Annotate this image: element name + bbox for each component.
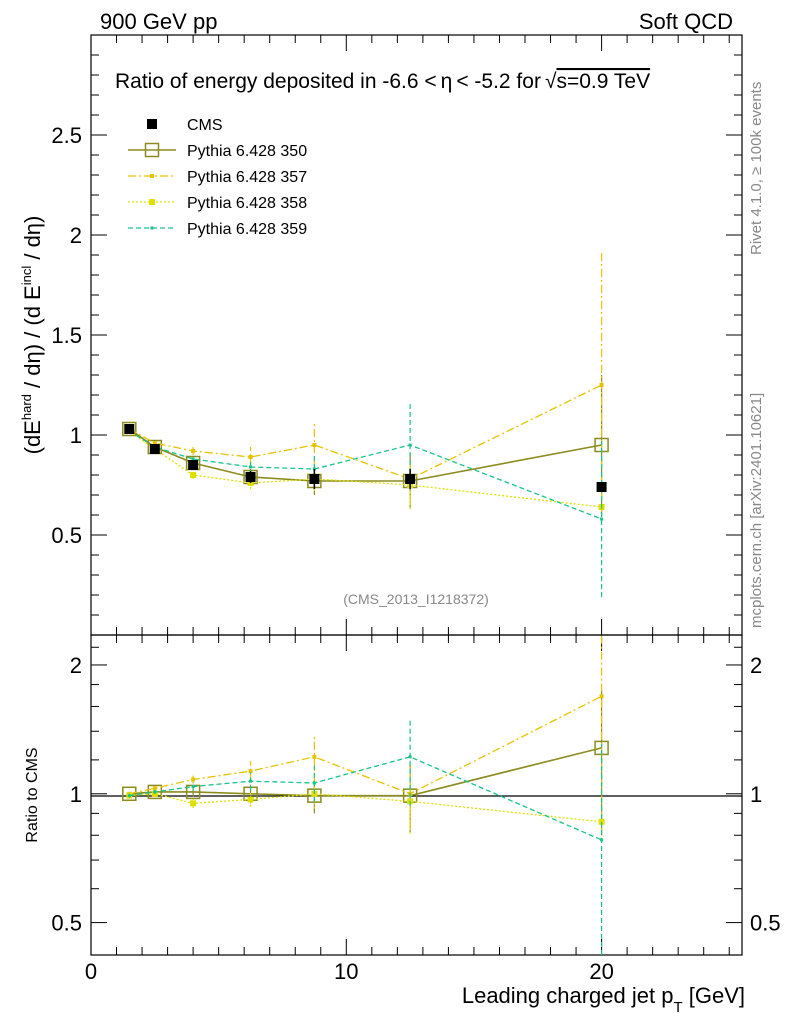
ratio-point [152, 786, 157, 791]
plot-title: Ratio of energy deposited in -6.6 < η < -5… [115, 70, 650, 93]
main-y-axis-label: (dEhard / dη) / (d Eincl / dη) [19, 216, 45, 455]
x-tick-label: 10 [334, 959, 358, 984]
ratio-y-tick-label-left: 0.5 [51, 911, 82, 936]
legend-marker [147, 119, 157, 129]
series-point [191, 457, 195, 461]
ratio-point [153, 790, 157, 794]
ratio-point [191, 777, 196, 782]
legend-marker [150, 174, 154, 178]
series-point [190, 472, 197, 478]
x-axis-label: Leading charged jet pT [GeV] [462, 983, 745, 1016]
legend-label: Pythia 6.428 357 [187, 169, 307, 186]
ratio-point [312, 781, 316, 785]
ratio-point [147, 784, 163, 800]
header-right: Soft QCD [639, 9, 733, 34]
series-line-0 [128, 428, 602, 482]
main-y-tick-label: 2 [70, 223, 82, 248]
series-point [248, 455, 253, 459]
legend-marker [150, 226, 154, 230]
legend-marker [144, 142, 160, 158]
main-y-tick-label: 1.5 [51, 323, 82, 348]
ratio-y-tick-label-right: 1 [750, 782, 762, 807]
ratio-y-axis-label: Ratio to CMS [24, 747, 41, 842]
series-point [122, 421, 137, 437]
x-tick-label: 20 [589, 959, 613, 984]
series-point [249, 465, 253, 469]
data-point [596, 482, 607, 492]
ratio-point [122, 786, 137, 802]
data-point [124, 424, 135, 434]
axis-tick-labels: 0 10 20 0.5 1 1.5 2 2.5 0.5 0.5 1 1 2 2 [51, 123, 780, 984]
ratio-point [247, 796, 254, 803]
main-series-group [122, 253, 609, 597]
ratio-point [600, 838, 604, 842]
series-line-3 [128, 430, 602, 520]
ratio-y-tick-label-right: 0.5 [750, 911, 781, 936]
series-point [152, 441, 157, 445]
header-left: 900 GeV pp [100, 9, 217, 34]
ratio-plot-frame [90, 634, 743, 956]
ratio-point [190, 800, 197, 807]
axis-ticks [90, 34, 742, 955]
ratio-point [408, 755, 412, 759]
data-point [245, 472, 256, 482]
legend-label: Pythia 6.428 359 [187, 221, 307, 238]
legend-label: Pythia 6.428 358 [187, 195, 307, 212]
ratio-point [312, 754, 317, 759]
ratio-point [599, 694, 604, 699]
main-y-tick-label: 2.5 [51, 123, 82, 148]
ratio-y-tick-label-left: 1 [70, 782, 82, 807]
main-y-tick-label: 1 [70, 423, 82, 448]
data-point [309, 474, 320, 484]
series-point [312, 443, 317, 447]
rivet-label: Rivet 4.1.0, ≥ 100k events [748, 82, 765, 255]
ratio-point [598, 818, 605, 825]
mcplots-label: mcplots.cern.ch [arXiv:2401.10621] [748, 393, 765, 628]
series-point [599, 383, 604, 387]
ratio-point [127, 794, 131, 798]
series-point [408, 443, 412, 447]
series-point [600, 517, 604, 521]
analysis-watermark: (CMS_2013_I1218372) [343, 591, 489, 607]
legend: CMS Pythia 6.428 350 Pythia 6.428 357 Pythi… [128, 117, 307, 238]
series-point [191, 449, 196, 453]
ratio-point [249, 779, 253, 783]
ratio-line-1 [129, 695, 602, 795]
ratio-point [248, 769, 253, 774]
main-y-tick-label: 0.5 [51, 523, 82, 548]
data-point [188, 460, 199, 470]
data-point [149, 444, 160, 454]
legend-marker [149, 199, 155, 205]
legend-label: CMS [187, 117, 223, 134]
x-tick-label: 0 [85, 959, 97, 984]
legend-label: Pythia 6.428 350 [187, 143, 307, 160]
ratio-series-group [122, 635, 609, 955]
ratio-point [191, 784, 195, 788]
ratio-y-tick-label-right: 2 [750, 653, 762, 678]
ratio-y-tick-label-left: 2 [70, 653, 82, 678]
data-point [405, 474, 416, 484]
